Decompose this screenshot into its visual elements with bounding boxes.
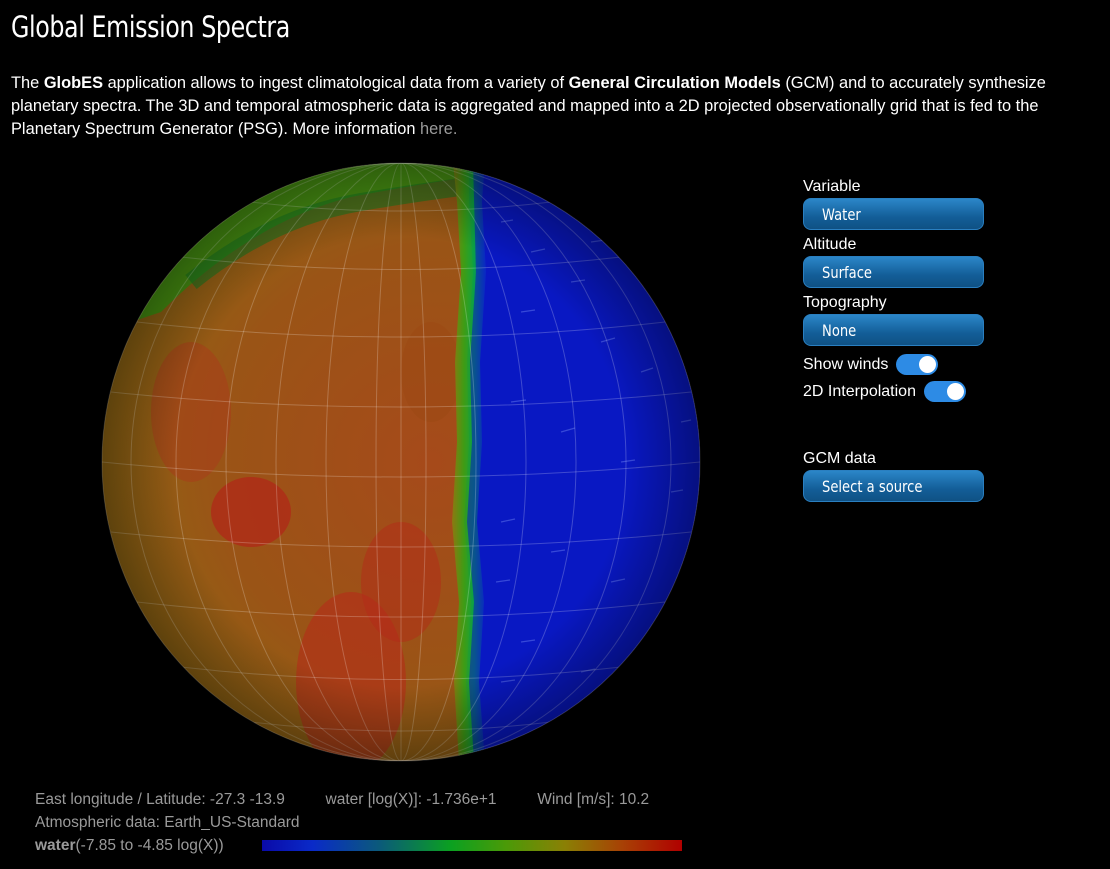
intro-text-2: application allows to ingest climatologi… [103,74,569,92]
globe-view[interactable] [101,162,701,762]
topography-label: Topography [803,294,887,311]
winds-toggle-row: Show winds [803,351,1063,378]
readout-panel: East longitude / Latitude: -27.3 -13.9 w… [35,788,735,857]
more-info-link[interactable]: here. [420,120,458,138]
intro-text-1: The [11,74,44,92]
controls-panel: Variable Water Altitude Surface Topograp… [803,176,1063,502]
interp-toggle-label: 2D Interpolation [803,382,916,400]
winds-toggle-knob [919,356,937,373]
gcm-source-select-value: Select a source [822,477,923,496]
interp-toggle-row: 2D Interpolation [803,378,1063,405]
atmos-readout: Atmospheric data: Earth_US-Standard [35,814,300,831]
wind-readout: Wind [m/s]: 10.2 [537,791,650,808]
lonlat-readout: East longitude / Latitude: -27.3 -13.9 [35,791,285,808]
altitude-select[interactable]: Surface [803,256,984,288]
color-scale-bar [262,840,682,851]
winds-toggle[interactable] [896,354,939,375]
altitude-label: Altitude [803,236,857,253]
value-readout: water [log(X)]: -1.736e+1 [325,791,497,808]
page-title: Global Emission Spectra [11,10,290,44]
variable-label: Variable [803,178,861,195]
gcm-source-select[interactable]: Select a source [803,470,984,502]
intro-text-3: (GCM) and to accurately synthesize plane… [11,74,1046,138]
interp-toggle[interactable] [923,381,966,402]
globe-canvas[interactable] [101,162,701,762]
topography-select[interactable]: None [803,314,984,346]
interp-toggle-knob [946,383,964,400]
scale-variable: water [35,837,76,854]
winds-toggle-label: Show winds [803,355,889,373]
topography-select-value: None [822,321,857,340]
intro-app-name: GlobES [43,74,104,92]
intro-gcm-term: General Circulation Models [568,74,781,92]
variable-select[interactable]: Water [803,198,984,230]
scale-readout: water (-7.85 to -4.85 log(X)) [35,834,735,857]
intro-paragraph: The GlobES application allows to ingest … [11,72,1096,141]
altitude-select-value: Surface [822,263,872,282]
variable-select-value: Water [822,205,861,224]
gcm-data-label: GCM data [803,450,876,467]
readout-line-1: East longitude / Latitude: -27.3 -13.9 w… [35,788,735,811]
scale-range: (-7.85 to -4.85 log(X)) [75,837,224,854]
